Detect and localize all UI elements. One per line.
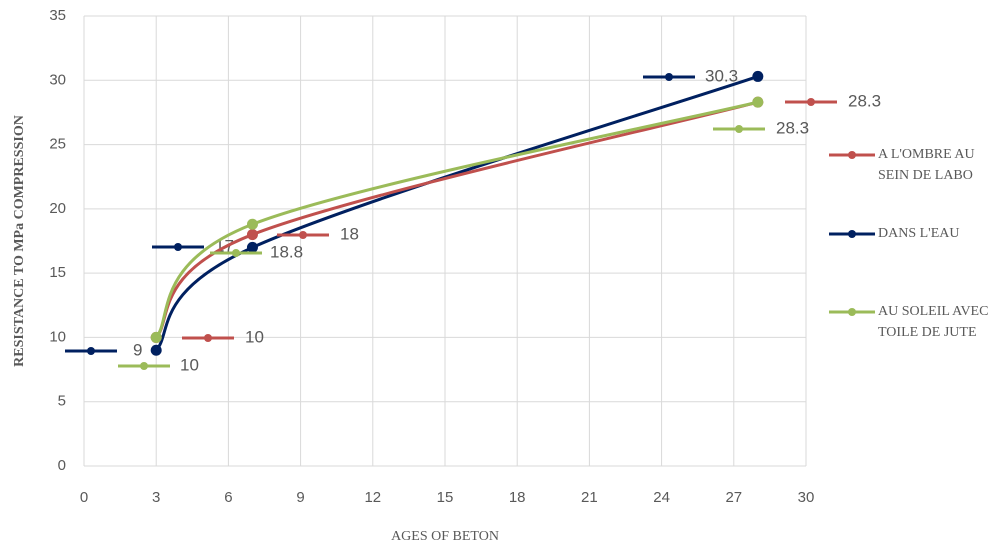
series-line: [155, 100, 759, 339]
x-tick-label: 12: [364, 489, 381, 506]
legend-label: AU SOLEIL AVEC TOILE DE JUTE: [878, 304, 988, 340]
x-tick-label: 0: [80, 489, 88, 506]
legend-label: DANS L'EAU: [878, 226, 959, 241]
legend-item: AU SOLEIL AVEC TOILE DE JUTE: [829, 304, 988, 340]
label-key-dot: [299, 231, 307, 239]
label-key-dot: [204, 334, 212, 342]
y-tick-label: 0: [58, 457, 66, 474]
y-tick-label: 10: [49, 328, 66, 345]
data-point: [246, 229, 258, 241]
data-label: 10: [245, 327, 264, 346]
series-line: [155, 75, 759, 352]
data-point: [150, 331, 162, 343]
legend-item: DANS L'EAU: [829, 226, 959, 241]
label-key-dot: [807, 98, 815, 106]
x-tick-label: 3: [152, 489, 160, 506]
y-tick-label: 15: [49, 264, 66, 281]
data-point: [246, 218, 258, 230]
x-tick-label: 24: [653, 489, 670, 506]
x-axis-title: AGES OF BETON: [391, 529, 499, 544]
data-point: [150, 344, 162, 356]
label-key-dot: [140, 362, 148, 370]
data-label: 28.3: [848, 91, 881, 110]
data-label: 18: [340, 224, 359, 243]
data-label: 18.8: [270, 242, 303, 261]
x-tick-label: 6: [224, 489, 232, 506]
data-label: 10: [180, 355, 199, 374]
data-label: 9: [133, 340, 142, 359]
y-tick-label: 30: [49, 71, 66, 88]
x-tick-label: 30: [798, 489, 815, 506]
x-tick-label: 9: [296, 489, 304, 506]
label-key-dot: [87, 347, 95, 355]
label-key-dot: [735, 125, 743, 133]
legend-label: A L'OMBRE AU SEIN DE LABO: [878, 147, 975, 183]
data-point: [246, 241, 258, 253]
x-tick-label: 21: [581, 489, 598, 506]
data-point: [752, 96, 764, 108]
y-tick-label: 20: [49, 200, 66, 217]
x-tick-label: 15: [437, 489, 454, 506]
data-point: [752, 70, 764, 82]
label-key-dot: [174, 243, 182, 251]
label-key-dot: [665, 73, 673, 81]
legend-key-dot: [848, 230, 856, 238]
y-tick-label: 5: [58, 393, 66, 410]
data-label: 30.3: [705, 66, 738, 85]
label-key-dot: [232, 249, 240, 257]
data-label: 28.3: [776, 118, 809, 137]
legend-item: A L'OMBRE AU SEIN DE LABO: [829, 147, 975, 183]
legend-key-dot: [848, 151, 856, 159]
x-tick-label: 18: [509, 489, 526, 506]
y-tick-label: 35: [49, 7, 66, 24]
y-axis-title: RESISTANCE TO MPa COMPRESSION: [12, 115, 27, 367]
y-tick-label: 25: [49, 136, 66, 153]
x-tick-label: 27: [725, 489, 742, 506]
legend-key-dot: [848, 308, 856, 316]
series-line: [154, 100, 759, 339]
